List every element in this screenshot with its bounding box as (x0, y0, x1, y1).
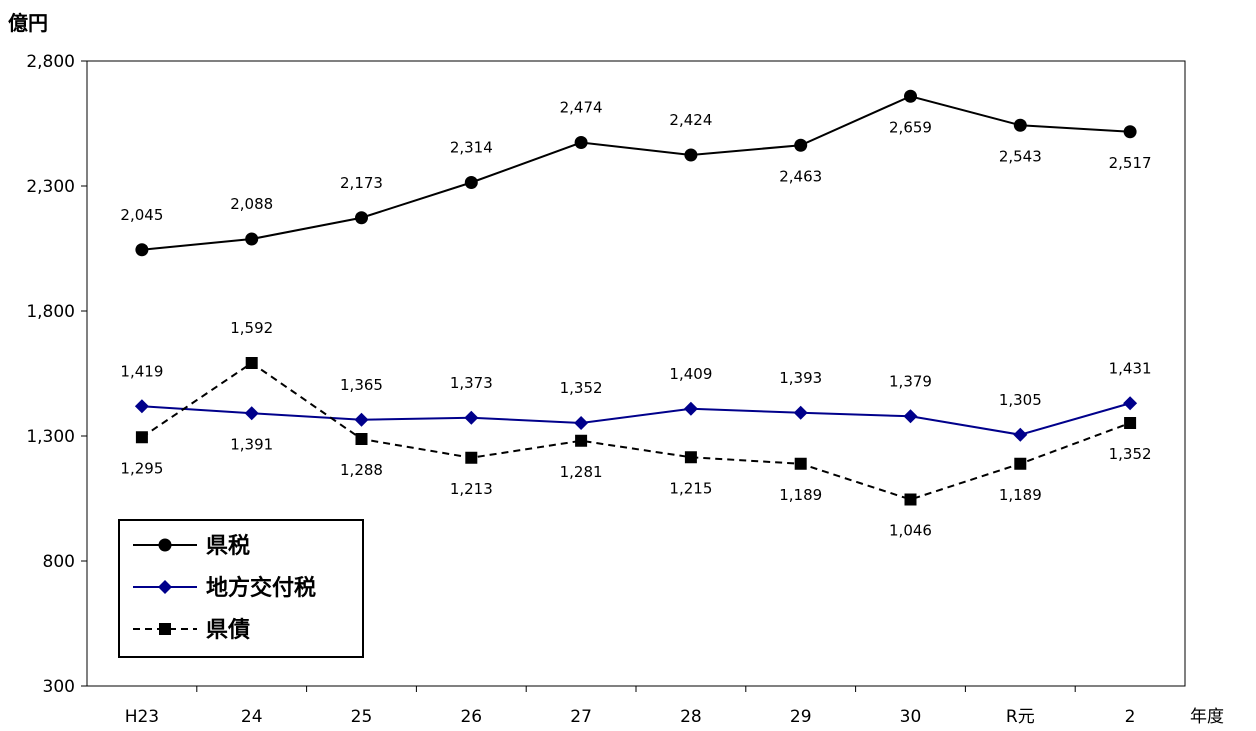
data-point (355, 433, 368, 445)
data-point (1123, 396, 1138, 411)
series-1: 1,419 1,391 1,365 1,373 1,352 1,409 1,393 1,379… (120, 359, 1151, 453)
data-point (684, 148, 698, 162)
data-point (134, 399, 149, 414)
data-point (904, 493, 917, 506)
data-label: 2,424 (669, 111, 712, 129)
data-point (1014, 457, 1027, 470)
legend-label: 地方交付税 (206, 575, 316, 601)
data-label: 2,088 (230, 195, 273, 213)
data-label: 1,365 (340, 376, 383, 394)
data-point (1123, 125, 1137, 139)
data-label: 2,314 (450, 139, 493, 157)
data-point (465, 451, 478, 464)
y-tick-label: 2,800 (26, 52, 75, 72)
data-point (135, 431, 148, 444)
data-label: 1,215 (669, 479, 712, 497)
data-point (683, 401, 698, 416)
series-line (141, 402, 1131, 436)
data-point (464, 410, 479, 425)
data-label: 2,474 (560, 99, 603, 117)
x-tick-label: 25 (351, 707, 373, 727)
x-tick-label: 2 (1125, 707, 1136, 727)
series-line (141, 361, 1131, 501)
data-label: 1,352 (1109, 445, 1152, 463)
y-tick-label: 1,300 (26, 427, 75, 447)
y-tick-label: 2,300 (26, 177, 75, 197)
axes: 300 800 1,300 1,800 2,300 2,800 H23 24 25 26 27 28 2… (26, 52, 1135, 727)
data-label: 1,213 (450, 480, 493, 498)
data-point (355, 211, 368, 225)
data-label: 1,295 (120, 459, 163, 477)
data-label: 1,379 (889, 372, 932, 390)
data-label: 1,189 (999, 486, 1042, 504)
x-tick-label: H23 (125, 707, 159, 727)
data-label: 1,419 (120, 362, 163, 380)
data-label: 1,393 (779, 369, 822, 387)
legend-marker (158, 580, 172, 594)
series-line (141, 95, 1131, 251)
x-tick-label: 30 (900, 707, 922, 727)
y-tick-label: 1,800 (26, 302, 75, 322)
data-label: 2,173 (340, 174, 383, 192)
data-label: 1,288 (340, 461, 383, 479)
data-point (1013, 427, 1028, 442)
data-label: 2,463 (779, 167, 822, 185)
y-tick-label: 300 (43, 677, 75, 697)
data-point (793, 405, 808, 420)
data-point (794, 138, 808, 152)
data-point (244, 406, 259, 421)
data-label: 1,592 (230, 319, 273, 337)
x-tick-label: 24 (241, 707, 263, 727)
data-label: 1,046 (889, 522, 932, 540)
data-point (354, 412, 369, 427)
data-point (904, 89, 917, 103)
data-label: 2,543 (999, 147, 1042, 165)
data-label: 1,305 (999, 391, 1042, 409)
data-label: 1,391 (230, 435, 273, 453)
x-tick-label: R元 (1006, 707, 1035, 727)
data-point (684, 451, 697, 464)
legend-label: 県税 (206, 533, 250, 559)
data-point (574, 136, 588, 149)
x-tick-label: 28 (680, 707, 702, 727)
series-0: 2,045 2,088 2,173 2,314 2,474 2,424 2,463 2,659… (120, 89, 1152, 257)
legend-marker (158, 538, 172, 552)
data-point (574, 416, 589, 430)
data-label: 1,281 (560, 463, 603, 481)
y-tick-label: 800 (43, 552, 75, 572)
data-label: 2,045 (120, 206, 163, 224)
data-point (1124, 417, 1137, 429)
data-label: 1,373 (450, 374, 493, 392)
data-point (575, 434, 588, 447)
data-label: 1,409 (669, 365, 712, 383)
data-point (464, 176, 478, 189)
data-label: 1,431 (1109, 359, 1152, 377)
data-point (245, 357, 258, 369)
x-axis-unit-label: 年度 (1190, 707, 1224, 727)
y-axis-unit-label: 億円 (8, 11, 48, 35)
data-point (794, 457, 807, 470)
legend-item: 県税 (133, 533, 250, 559)
data-label: 2,659 (889, 118, 932, 136)
data-point (245, 232, 259, 246)
legend-item: 県債 (133, 618, 250, 643)
series-2: 1,295 1,592 1,288 1,213 1,281 1,215 1,189 1,046… (120, 319, 1151, 540)
data-label: 1,352 (560, 379, 603, 397)
data-point (1013, 118, 1027, 132)
legend-item: 地方交付税 (133, 575, 316, 601)
series-layer: 2,045 2,088 2,173 2,314 2,474 2,424 2,463 2,659… (120, 89, 1152, 540)
legend-marker (159, 623, 171, 635)
x-tick-label: 26 (460, 707, 482, 727)
data-label: 2,517 (1109, 154, 1152, 172)
x-tick-label: 29 (790, 707, 812, 727)
x-tick-label: 27 (570, 707, 592, 727)
legend-label: 県債 (206, 618, 250, 643)
data-label: 1,189 (779, 486, 822, 504)
data-point (135, 243, 149, 257)
data-point (903, 409, 918, 424)
